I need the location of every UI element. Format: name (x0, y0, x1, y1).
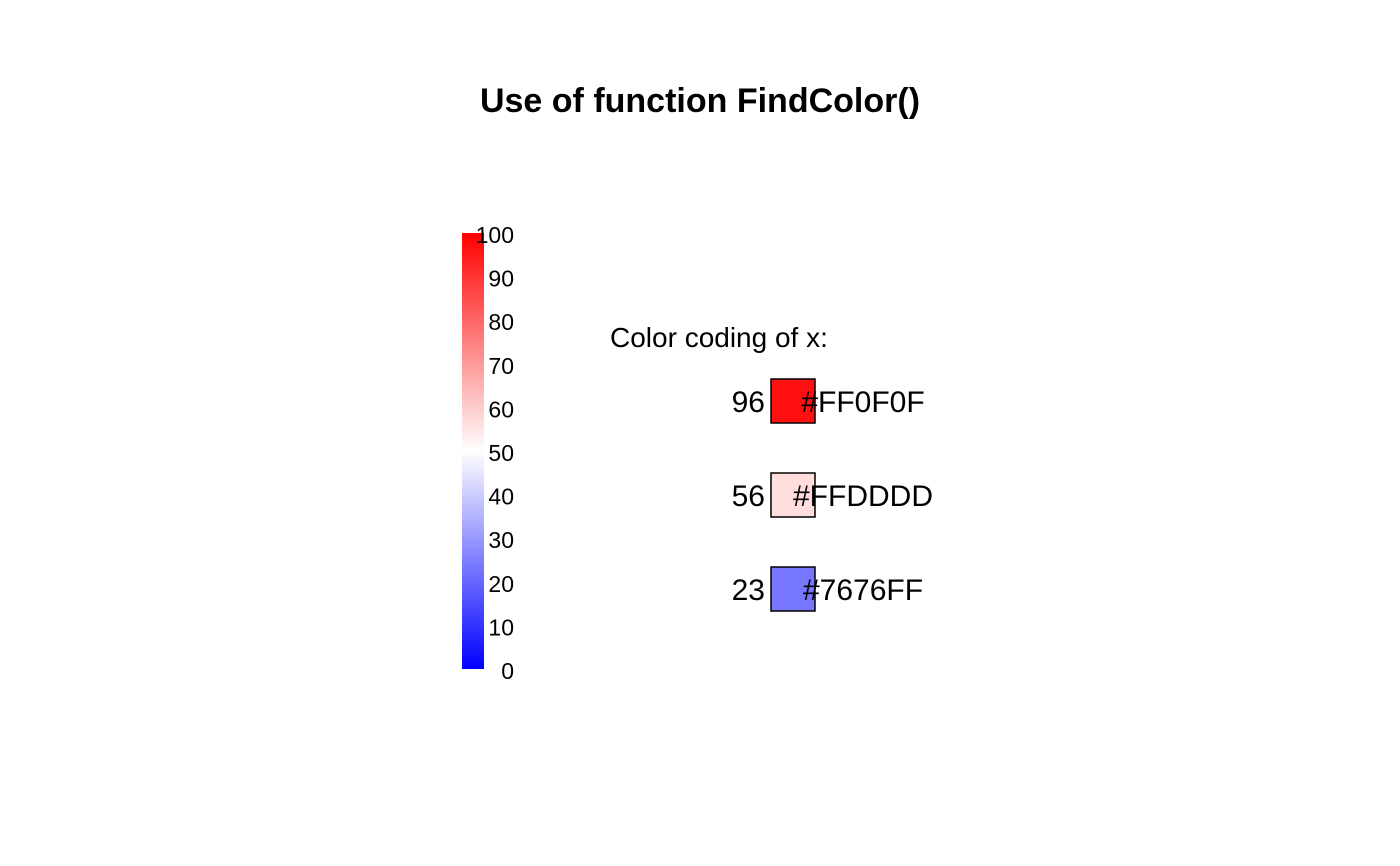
colorbar-ticks: 0 10 20 30 40 50 60 70 80 90 100 (476, 222, 514, 684)
colorbar-tick-label: 30 (488, 527, 514, 553)
colorbar-tick-label: 10 (488, 614, 514, 640)
legend-entry-swatch (770, 378, 816, 424)
legend-entries: 96 #FF0F0F 56 #FFDDDD 23 #7676FF (732, 378, 933, 612)
colorbar-tick-label: 90 (488, 266, 514, 292)
colorbar-tick-label: 20 (488, 571, 514, 597)
colorbar (462, 233, 484, 669)
colorbar-tick-label: 50 (488, 440, 514, 466)
colorbar-tick-label: 0 (501, 658, 514, 684)
legend-entry-value: 23 (732, 574, 765, 607)
legend-entry-hex-label: #7676FF (803, 574, 923, 607)
colorbar-tick-label: 80 (488, 309, 514, 335)
legend-heading: Color coding of x: (610, 322, 828, 353)
colorbar-tick-label: 100 (476, 222, 514, 248)
legend-entry-value: 56 (732, 480, 765, 513)
colorbar-tick-label: 70 (488, 353, 514, 379)
colorbar-tick-label: 60 (488, 396, 514, 422)
legend-entry-value: 96 (732, 386, 765, 419)
legend-entry-swatch (770, 472, 816, 518)
legend-entry-hex-label: #FF0F0F (801, 386, 924, 419)
legend-entry-hex-label: #FFDDDD (793, 480, 933, 513)
legend-entry-swatch (770, 566, 816, 612)
colorbar-tick-label: 40 (488, 484, 514, 510)
chart-title: Use of function FindColor() (480, 82, 920, 120)
